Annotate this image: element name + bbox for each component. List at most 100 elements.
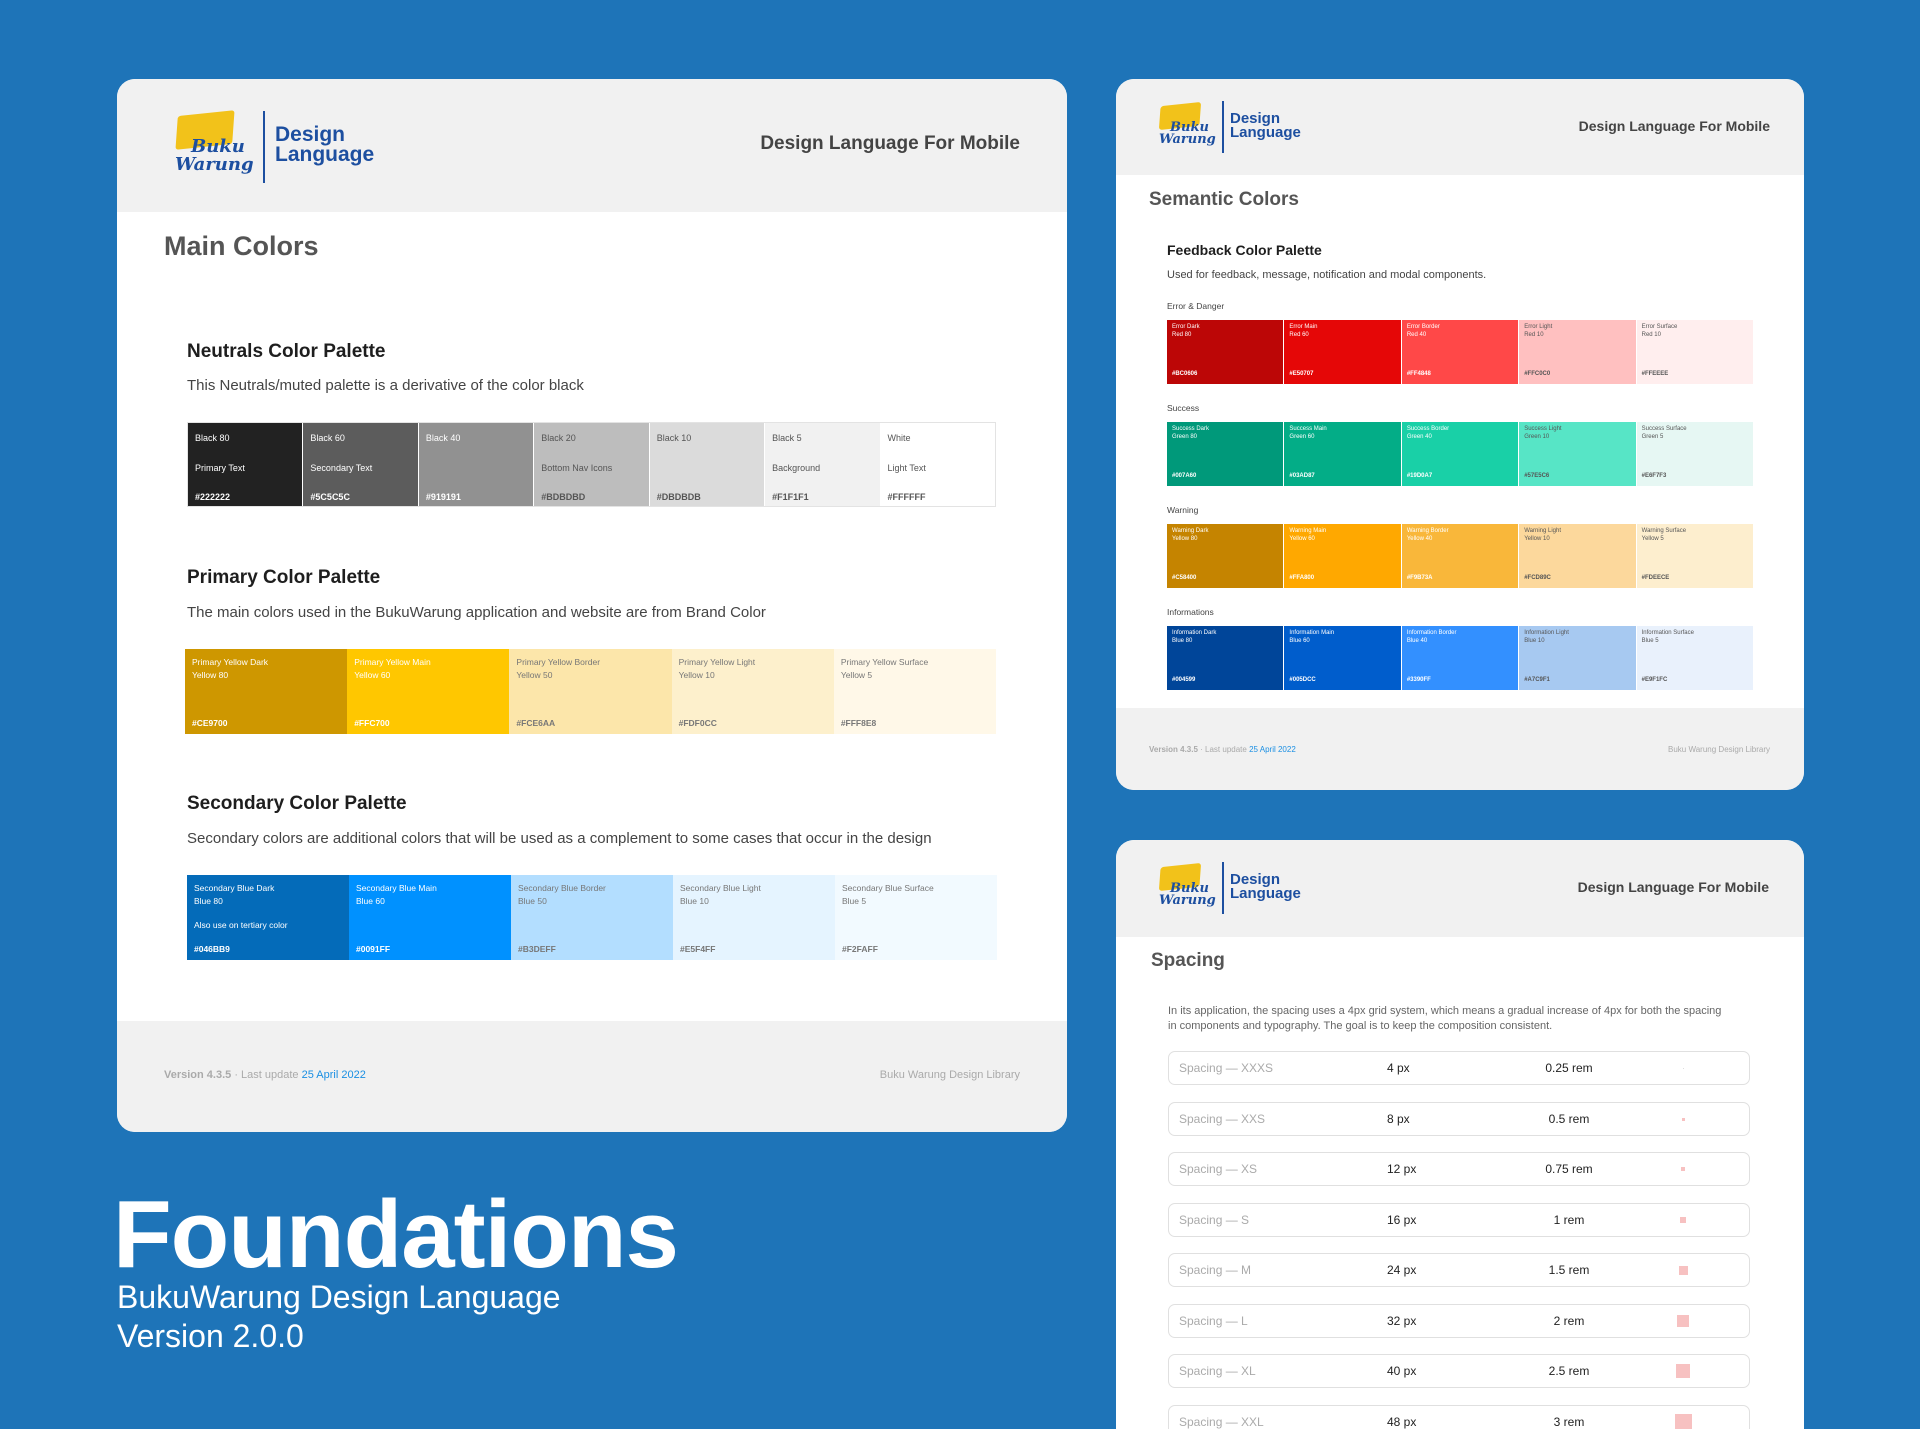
logo-divider (1222, 862, 1224, 914)
hero-title: Foundations (113, 1181, 679, 1288)
swatch-shade: Blue 80 (1172, 638, 1193, 644)
swatch-shade: Green 80 (1172, 434, 1198, 440)
swatch-shade: Yellow 60 (1289, 536, 1315, 542)
color-swatch: Primary Yellow Dark Yellow 80 #CE9700 (185, 649, 348, 734)
color-swatch: Success Light Green 10 #57E5C6 (1519, 422, 1636, 486)
spacing-preview-box (1681, 1167, 1685, 1171)
color-swatch: Warning Main Yellow 60 #FFA800 (1284, 524, 1401, 588)
color-swatch: Black 60 Secondary Text #5C5C5C (302, 423, 418, 506)
swatch-usage: Background (772, 463, 821, 473)
swatch-name: Warning Border (1406, 528, 1449, 534)
feedback-swatch-row: Warning Dark Yellow 80 #C58400 Warning Main… (1167, 524, 1754, 588)
version-info: Version 4.3.5 · Last update 25 April 202… (1149, 745, 1296, 754)
color-swatch: Primary Yellow Light Yellow 10 #FDF0CC (671, 649, 834, 734)
color-swatch: Black 20 Bottom Nav Icons #BDBDBD (533, 423, 649, 506)
swatch-name: Black 20 (541, 433, 576, 443)
spacing-card: Buku Warung Design Language Design Langu… (1116, 840, 1804, 1429)
group-label: Informations (1167, 607, 1214, 617)
wordmark-line1: Design (1230, 871, 1281, 888)
color-swatch: Error Main Red 60 #E50707 (1284, 320, 1401, 384)
swatch-shade: Blue 60 (1289, 638, 1310, 644)
swatch-shade: Yellow 10 (678, 670, 715, 680)
swatch-name: Success Surface (1641, 426, 1687, 432)
palette-desc: This Neutrals/muted palette is a derivat… (187, 377, 584, 394)
palette-title: Feedback Color Palette (1167, 242, 1322, 258)
swatch-hex: #E9F1FC (1641, 677, 1668, 683)
color-swatch: Black 5 Background #F1F1F1 (764, 423, 880, 506)
swatch-hex: #FCE6AA (516, 718, 556, 728)
spacing-name: Spacing — XS (1179, 1162, 1258, 1176)
swatch-hex: #919191 (425, 492, 461, 502)
color-swatch: Error Surface Red 10 #FFEEEE (1636, 320, 1754, 384)
spacing-preview-box (1674, 1413, 1692, 1429)
swatch-shade: Red 40 (1406, 332, 1427, 338)
swatch-name: Black 60 (310, 433, 345, 443)
spacing-rem: 0.75 rem (1545, 1162, 1593, 1176)
swatch-hex: #FFC0C0 (1524, 371, 1551, 377)
update-date-link[interactable]: 25 April 2022 (1249, 745, 1296, 754)
spacing-px: 40 px (1387, 1364, 1417, 1378)
swatch-hex: #222222 (195, 492, 231, 502)
spacing-row: Spacing — XL 40 px 2.5 rem (1168, 1354, 1750, 1388)
swatch-usage: Primary Text (195, 463, 245, 473)
swatch-hex: #FDEECE (1641, 575, 1670, 581)
color-swatch: Secondary Blue Border Blue 50 #B3DEFF (511, 875, 673, 960)
group-label: Warning (1167, 505, 1199, 515)
swatch-hex: #5C5C5C (310, 492, 350, 502)
color-swatch: Error Border Red 40 #FF4848 (1401, 320, 1519, 384)
card-footer: Version 4.3.5 · Last update 25 April 202… (1116, 708, 1804, 790)
swatch-shade: Yellow 10 (1524, 536, 1550, 542)
library-name: Buku Warung Design Library (1668, 745, 1770, 754)
color-swatch: Success Dark Green 80 #007A60 (1167, 422, 1284, 486)
palette-title: Primary Color Palette (187, 567, 381, 588)
swatch-shade: Red 80 (1172, 332, 1192, 338)
swatch-name: Information Border (1406, 630, 1457, 636)
swatch-hex: #FFC700 (354, 718, 390, 728)
swatch-name: Black 5 (772, 433, 802, 443)
semantic-colors-card: Buku Warung Design Language Design Langu… (1116, 79, 1804, 790)
color-swatch: Information Border Blue 40 #3390FF (1401, 626, 1519, 690)
spacing-name: Spacing — M (1179, 1263, 1252, 1277)
swatch-name: Success Dark (1172, 426, 1210, 432)
swatch-name: Black 40 (425, 433, 461, 443)
color-swatch: Success Surface Green 5 #E6F7F3 (1636, 422, 1754, 486)
color-swatch: Secondary Blue Surface Blue 5 #F2FAFF (835, 875, 997, 960)
spacing-rem: 2 rem (1553, 1314, 1585, 1328)
spacing-px: 32 px (1387, 1314, 1417, 1328)
swatch-name: Secondary Blue Border (518, 883, 606, 893)
swatch-usage: Light Text (887, 463, 926, 473)
swatch-name: Error Main (1289, 324, 1318, 330)
swatch-hex: #DBDBDB (656, 492, 701, 502)
bukuwarung-logo-icon: Buku Warung (1156, 101, 1216, 157)
swatch-shade: Blue 10 (680, 896, 709, 906)
header-title: Design Language For Mobile (1577, 879, 1769, 895)
color-swatch: White Light Text #FFFFFF (879, 423, 995, 506)
swatch-shade: Yellow 80 (1172, 536, 1198, 542)
swatch-hex: #BC0606 (1172, 371, 1198, 377)
logo-divider (1222, 101, 1224, 153)
swatch-shade: Blue 80 (194, 896, 223, 906)
swatch-shade: Blue 5 (842, 896, 867, 906)
color-swatch: Information Dark Blue 80 #004599 (1167, 626, 1284, 690)
color-swatch: Information Surface Blue 5 #E9F1FC (1636, 626, 1754, 690)
swatch-hex: #FFEEEE (1641, 371, 1669, 377)
spacing-preview-box (1680, 1217, 1686, 1223)
swatch-name: Warning Dark (1172, 528, 1209, 534)
update-date-link[interactable]: 25 April 2022 (301, 1069, 366, 1081)
swatch-name: Primary Yellow Main (354, 657, 431, 667)
swatch-hex: #F1F1F1 (772, 492, 809, 502)
swatch-hex: #BDBDBD (541, 492, 586, 502)
swatch-name: Information Surface (1641, 630, 1694, 636)
feedback-swatch-row: Error Dark Red 80 #BC0606 Error Main Red 60 #… (1167, 320, 1754, 384)
swatch-shade: Red 60 (1289, 332, 1309, 338)
swatch-shade: Blue 60 (356, 896, 385, 906)
spacing-row: Spacing — XXS 8 px 0.5 rem (1168, 1102, 1750, 1136)
spacing-preview-box (1681, 1117, 1685, 1121)
header-title: Design Language For Mobile (760, 133, 1020, 154)
spacing-rem: 3 rem (1553, 1415, 1585, 1429)
spacing-px: 8 px (1387, 1112, 1410, 1126)
swatch-shade: Yellow 80 (192, 670, 229, 680)
swatch-hex: #FCD89C (1524, 575, 1551, 581)
swatch-hex: #FF4848 (1406, 371, 1431, 377)
spacing-desc-line1: In its application, the spacing uses a 4… (1168, 1005, 1722, 1017)
